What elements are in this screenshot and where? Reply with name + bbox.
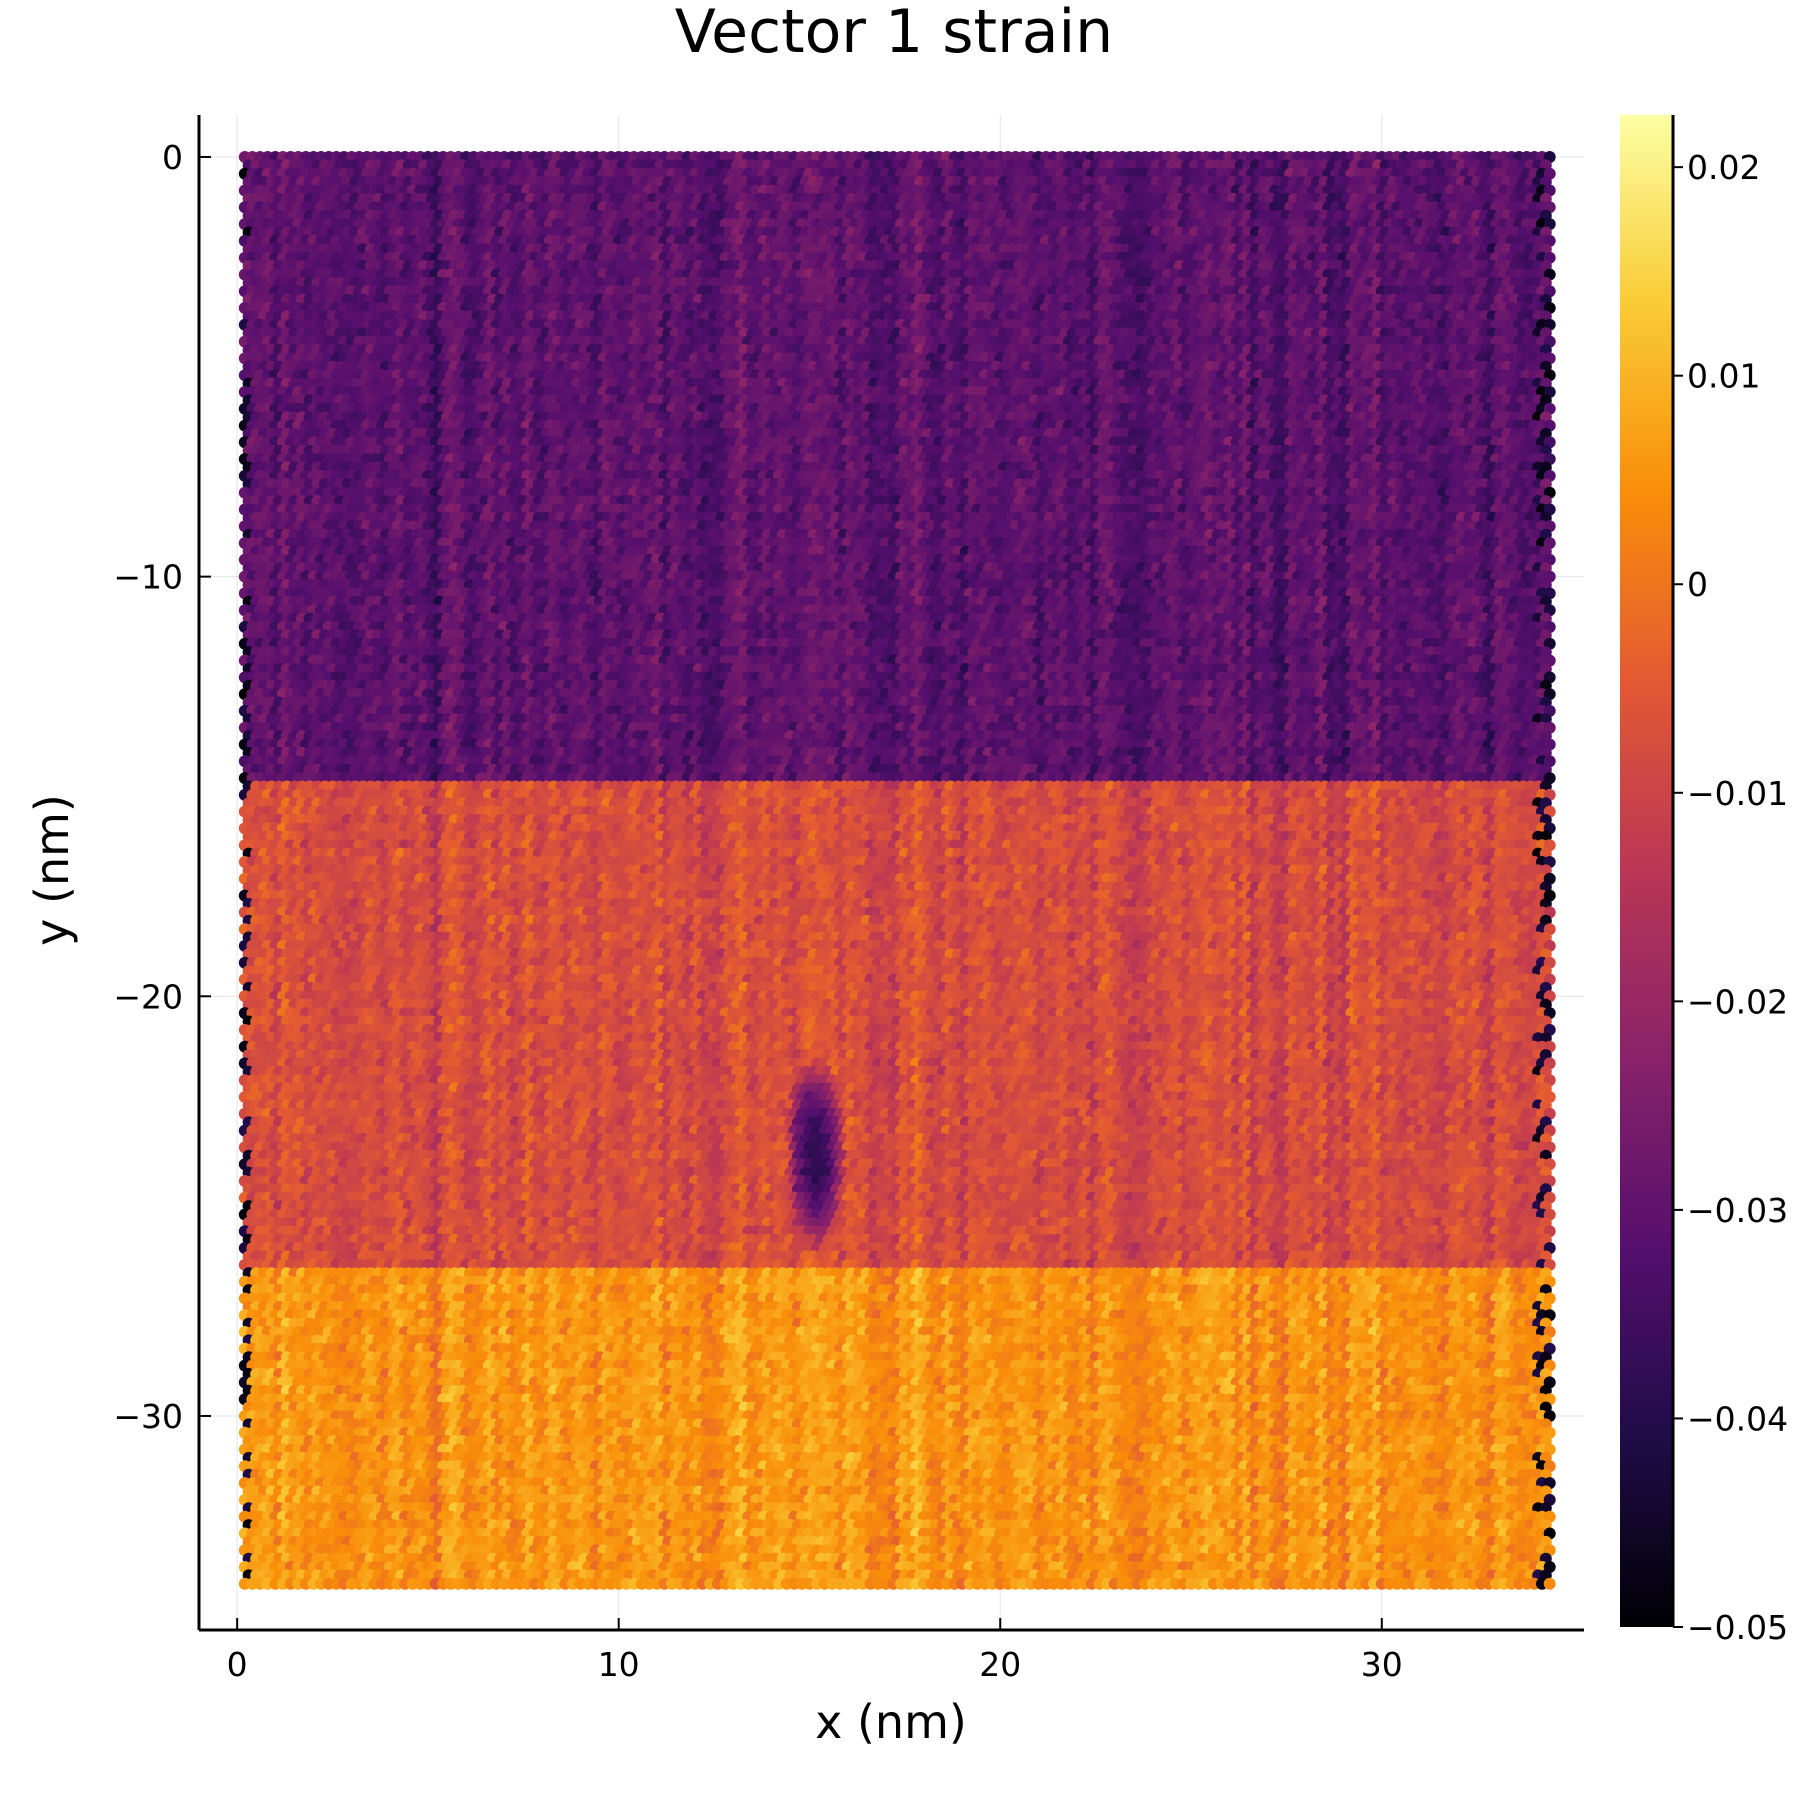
scatter-points (239, 151, 1556, 1590)
chart-title: Vector 1 strain (675, 0, 1113, 67)
